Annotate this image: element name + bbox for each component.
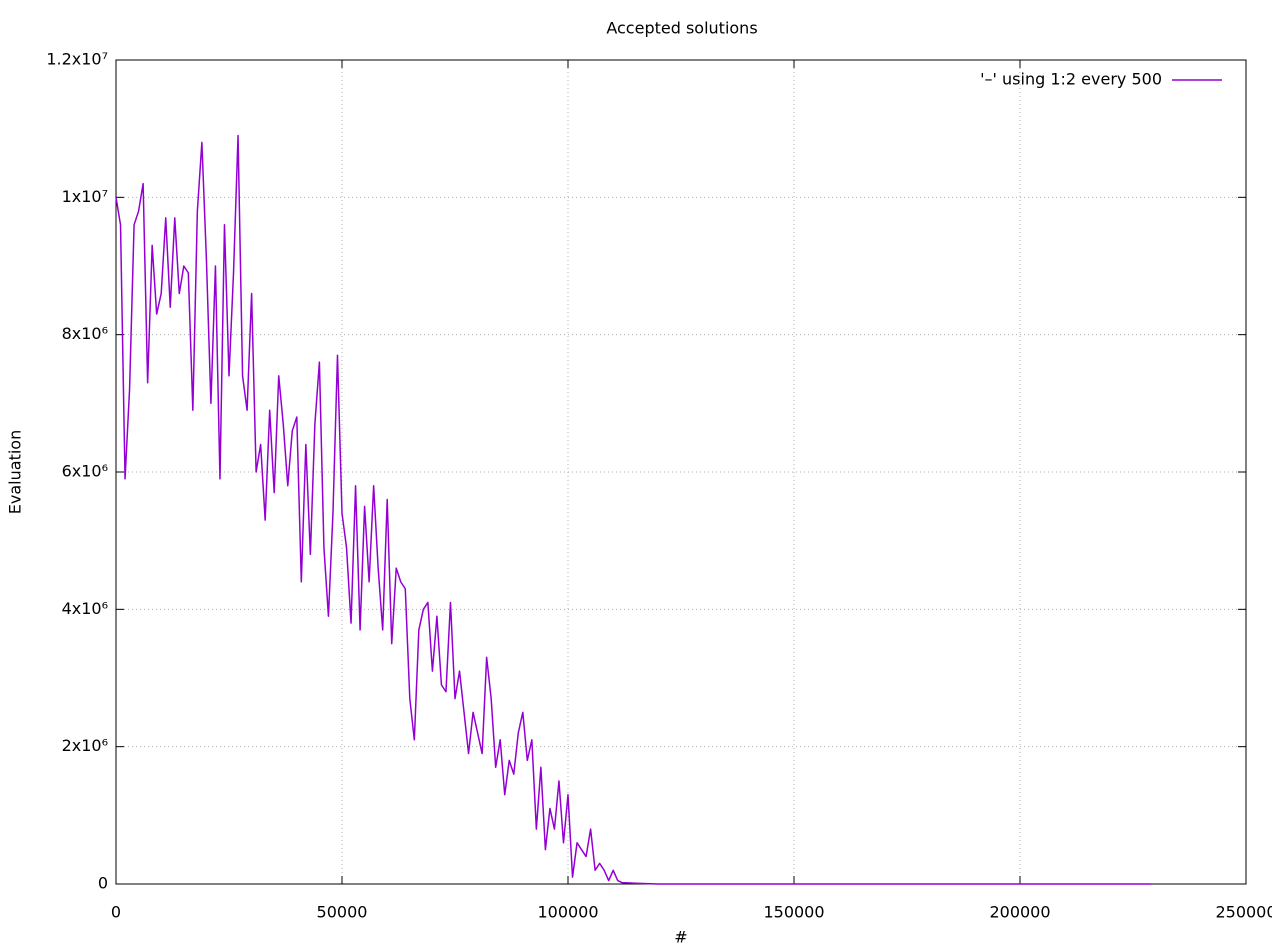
x-tick-label: 250000 [1215,903,1272,922]
x-tick-label: 0 [111,903,121,922]
x-tick-label: 50000 [317,903,368,922]
y-axis-label: Evaluation [6,430,25,514]
data-line [115,134,1152,885]
x-tick-label: 100000 [537,903,598,922]
y-tick-label: 2x10⁶ [62,736,108,755]
y-tick-label: 8x10⁶ [62,324,108,343]
x-tick-label: 150000 [763,903,824,922]
y-tick-label: 6x10⁶ [62,462,108,481]
chart-title: Accepted solutions [606,19,757,38]
legend-label: '–' using 1:2 every 500 [980,70,1162,89]
y-tick-label: 1x10⁷ [62,187,108,206]
x-axis-label: # [674,928,687,947]
y-tick-label: 4x10⁶ [62,599,108,618]
x-tick-label: 200000 [989,903,1050,922]
y-tick-label: 1.2x10⁷ [46,50,108,69]
y-tick-label: 0 [98,874,108,893]
